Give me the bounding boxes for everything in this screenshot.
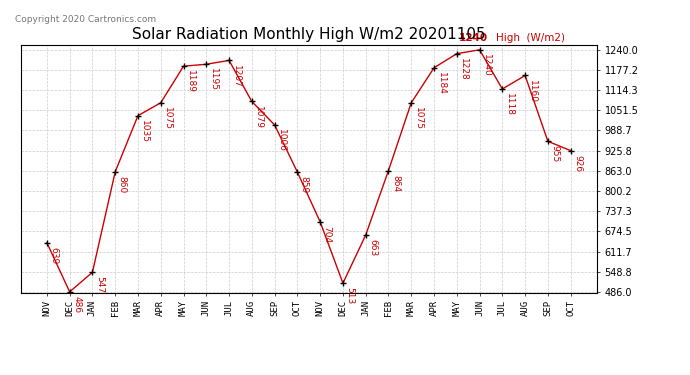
Title: Solar Radiation Monthly High W/m2 20201105: Solar Radiation Monthly High W/m2 202011…: [132, 27, 486, 42]
Text: 639: 639: [49, 247, 59, 264]
Text: 513: 513: [346, 287, 355, 304]
Text: 864: 864: [391, 175, 400, 192]
Text: 1228: 1228: [460, 58, 469, 81]
Text: 859: 859: [300, 176, 309, 194]
Text: 926: 926: [573, 155, 582, 172]
Text: Copyright 2020 Cartronics.com: Copyright 2020 Cartronics.com: [15, 15, 156, 24]
Text: 1207: 1207: [232, 64, 241, 87]
Text: 704: 704: [323, 226, 332, 243]
Text: 1079: 1079: [255, 106, 264, 129]
Text: 1035: 1035: [141, 120, 150, 143]
Text: 1240: 1240: [459, 33, 488, 43]
Text: 955: 955: [551, 146, 560, 163]
Text: 486: 486: [72, 296, 81, 313]
Text: 1075: 1075: [164, 107, 172, 130]
Text: 547: 547: [95, 276, 104, 294]
Text: 1006: 1006: [277, 129, 286, 152]
Text: 1160: 1160: [528, 80, 537, 103]
Text: 1240: 1240: [482, 54, 491, 77]
Text: 1184: 1184: [437, 72, 446, 95]
Text: 860: 860: [118, 176, 127, 193]
Text: 1118: 1118: [505, 93, 514, 116]
Text: 663: 663: [368, 239, 377, 256]
Text: High  (W/m2): High (W/m2): [496, 33, 565, 43]
Text: 1075: 1075: [414, 107, 423, 130]
Text: 1189: 1189: [186, 70, 195, 93]
Text: 1195: 1195: [209, 68, 218, 92]
